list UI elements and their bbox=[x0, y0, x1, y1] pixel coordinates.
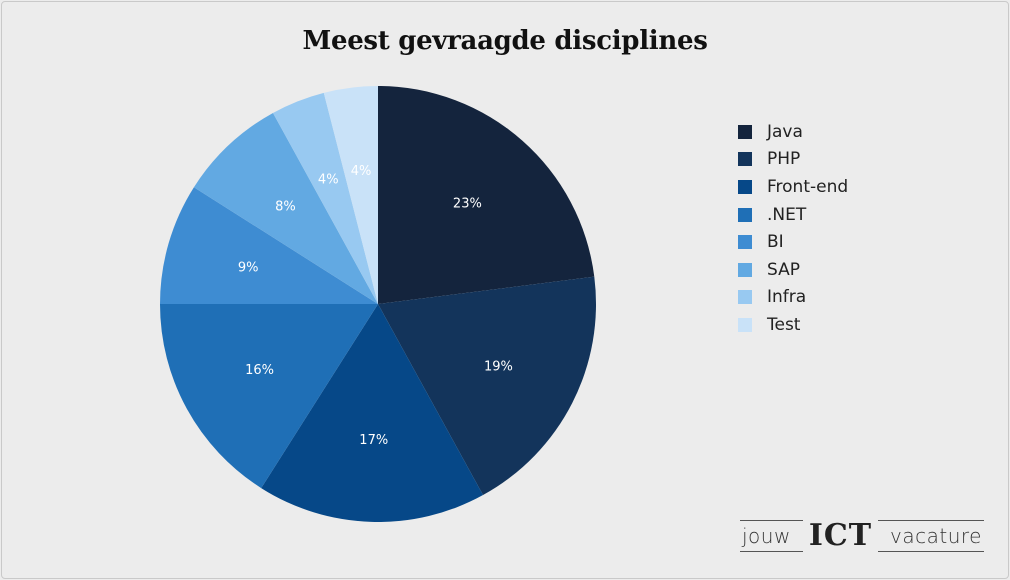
legend-swatch bbox=[738, 179, 752, 194]
pie-slice-sap bbox=[193, 112, 378, 304]
legend-label: Front-end bbox=[767, 176, 849, 197]
pie-slice-java bbox=[378, 86, 595, 304]
logo-word-ict: ICT bbox=[802, 519, 879, 553]
slice-label: 17% bbox=[359, 433, 388, 448]
slice-label: 23% bbox=[453, 197, 482, 212]
slice-label: 19% bbox=[484, 359, 513, 374]
legend-swatch bbox=[738, 317, 752, 332]
pie-slice-infra bbox=[272, 92, 378, 304]
legend-item: Front-end bbox=[738, 173, 848, 201]
pie-slice-php bbox=[378, 276, 596, 496]
slice-label: 16% bbox=[245, 363, 274, 378]
legend-label: Java bbox=[767, 121, 803, 142]
legend-item: SAP bbox=[738, 256, 848, 284]
chart-title: Meest gevraagde disciplines bbox=[302, 26, 708, 56]
legend-item: PHP bbox=[738, 146, 848, 174]
legend-label: .NET bbox=[767, 204, 807, 225]
legend-item: Test bbox=[738, 311, 848, 339]
legend-label: SAP bbox=[767, 259, 800, 280]
legend-swatch bbox=[738, 262, 752, 277]
legend-swatch bbox=[738, 207, 752, 222]
logo: jouw ICT vacature bbox=[740, 519, 984, 553]
legend-label: PHP bbox=[767, 149, 801, 170]
pie-slice-front-end bbox=[261, 304, 484, 522]
pie-slice-net bbox=[160, 304, 378, 489]
slice-label: 8% bbox=[275, 199, 296, 214]
legend-swatch bbox=[738, 124, 752, 139]
slice-label: 4% bbox=[351, 164, 372, 179]
legend-swatch bbox=[738, 235, 752, 250]
legend-item: .NET bbox=[738, 201, 848, 229]
legend-item: Infra bbox=[738, 284, 848, 312]
slice-label: 4% bbox=[318, 172, 339, 187]
legend-item: BI bbox=[738, 228, 848, 256]
legend: Java PHP Front-end .NET BI SAP Infra Test bbox=[738, 118, 848, 339]
logo-word-jouw: jouw bbox=[742, 524, 791, 548]
slice-label: 9% bbox=[238, 260, 259, 275]
legend-item: Java bbox=[738, 118, 848, 146]
legend-label: Infra bbox=[767, 287, 807, 308]
pie-slice-bi bbox=[160, 187, 378, 304]
legend-swatch bbox=[738, 152, 752, 167]
legend-label: Test bbox=[767, 314, 801, 335]
legend-swatch bbox=[738, 290, 752, 305]
pie-slice-test bbox=[323, 86, 378, 304]
logo-word-vacature: vacature bbox=[890, 524, 982, 548]
legend-label: BI bbox=[767, 232, 784, 253]
